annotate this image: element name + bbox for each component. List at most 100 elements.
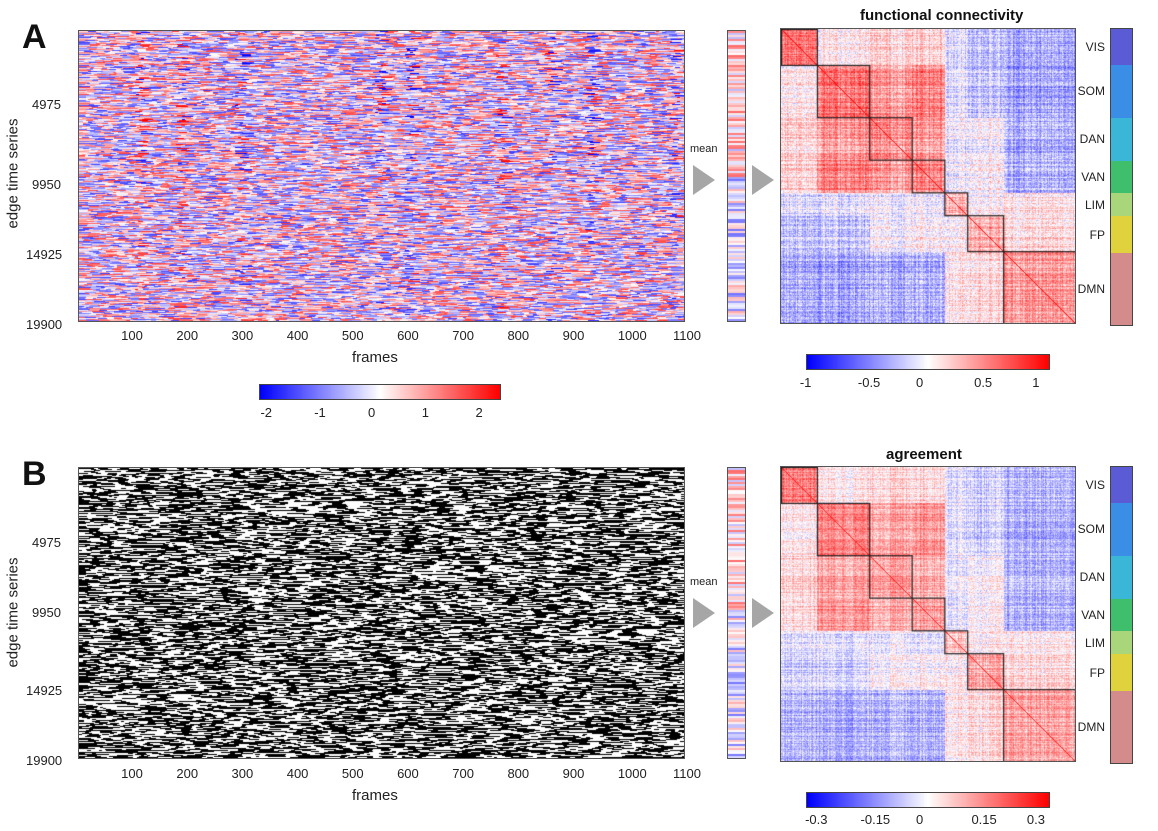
panel-letter-a: A — [22, 18, 47, 56]
arrow-icon-a2 — [752, 165, 774, 195]
ytick-b-3: 14925 — [26, 683, 63, 698]
network-label-lim: LIM — [1084, 635, 1105, 650]
cbMatBTicks-tick: -0.3 — [805, 812, 828, 827]
matrix-title-b: agreement — [886, 446, 962, 463]
arrow-icon-a1 — [693, 165, 715, 195]
ytick-a-3: 14925 — [26, 247, 63, 262]
cbTsATicks-tick: -2 — [260, 405, 272, 420]
matrix-colorbar-a — [806, 354, 1050, 370]
xticksA-tick: 900 — [562, 328, 585, 343]
network-segment-som — [1111, 65, 1132, 118]
xlabel-a: frames — [352, 349, 398, 366]
xticksB-tick: 800 — [507, 766, 530, 781]
network-segment-dan — [1111, 117, 1132, 161]
fc-matrix-a — [780, 28, 1076, 324]
xticksA-tick: 1100 — [673, 328, 701, 343]
ytick-b-2: 9950 — [32, 605, 61, 620]
network-segment-lim — [1111, 193, 1132, 217]
edge-time-series-heatmap-a — [79, 31, 684, 321]
xticksA-tick: 800 — [507, 328, 530, 343]
xticksA-tick: 700 — [452, 328, 474, 343]
network-label-vis: VIS — [1085, 478, 1105, 493]
xticksB-tick: 500 — [341, 766, 364, 781]
ylabel-b: edge time series — [4, 557, 22, 668]
cbMatATicks-tick: 0 — [916, 375, 924, 390]
xticksB-tick: 600 — [397, 766, 419, 781]
cbMatATicks-tick: -0.5 — [857, 375, 881, 390]
arrow-icon-b1 — [693, 598, 715, 628]
mean-label-b: mean — [690, 576, 718, 588]
network-segment-dmn — [1111, 690, 1132, 763]
xticksA-tick: 1000 — [617, 328, 647, 343]
network-segment-dan — [1111, 555, 1132, 599]
edge-time-series-plot-a — [78, 30, 685, 322]
matrix-colorbar-ticks-b: -0.3 -0.15 0 0.15 0.3 — [805, 812, 1050, 828]
cbTsATicks-tick: 0 — [368, 405, 376, 420]
network-label-dmn: DMN — [1077, 719, 1105, 734]
network-segment-vis — [1111, 29, 1132, 66]
xticksA-tick: 300 — [231, 328, 254, 343]
network-segment-vis — [1111, 467, 1132, 504]
xticksA-tick: 500 — [341, 328, 364, 343]
network-segment-fp — [1111, 216, 1132, 253]
mean-label-a: mean — [690, 143, 718, 155]
network-label-som: SOM — [1077, 522, 1105, 537]
xticksB-tick: 1000 — [617, 766, 647, 781]
edge-time-series-binary-b — [79, 468, 684, 758]
edge-time-series-plot-b — [78, 467, 685, 759]
xticks-a: 100 200 300 400 500 600 700 800 900 1000 1100 — [78, 328, 701, 346]
xticksB-tick: 1100 — [673, 766, 701, 781]
ts-colorbar-ticks-a: -2 -1 0 1 2 — [259, 405, 501, 421]
network-segment-lim — [1111, 631, 1132, 655]
network-label-som: SOM — [1077, 84, 1105, 99]
mean-column-b — [727, 467, 746, 759]
mean-column-a — [727, 30, 746, 322]
network-segment-van — [1111, 160, 1132, 194]
cbTsATicks-tick: 2 — [475, 405, 483, 420]
network-segment-som — [1111, 503, 1132, 556]
ts-colorbar-a — [259, 384, 501, 400]
arrow-icon-b2 — [752, 598, 774, 628]
agreement-matrix-b — [780, 466, 1076, 762]
network-bar-a: VIS SOM DAN VAN LIM FP DMN — [1078, 28, 1133, 326]
cbMatATicks-tick: 0.5 — [974, 375, 993, 390]
network-label-van: VAN — [1081, 170, 1105, 184]
ylabel-a: edge time series — [4, 118, 22, 229]
xticksA-tick: 100 — [121, 328, 143, 343]
ytick-b-4: 19900 — [26, 753, 63, 768]
network-label-dan: DAN — [1079, 570, 1105, 585]
xticksB-tick: 100 — [121, 766, 143, 781]
xticksB-tick: 300 — [231, 766, 254, 781]
matrix-colorbar-b — [806, 792, 1050, 808]
matrix-title-a: functional connectivity — [860, 7, 1024, 24]
xticksA-tick: 400 — [286, 328, 309, 343]
xticksB-tick: 200 — [176, 766, 199, 781]
cbTsATicks-tick: 1 — [421, 405, 429, 420]
cbMatBTicks-tick: -0.15 — [860, 812, 891, 827]
xticksA-tick: 200 — [176, 328, 199, 343]
network-segment-dmn — [1111, 252, 1132, 325]
network-label-vis: VIS — [1085, 40, 1105, 55]
network-label-lim: LIM — [1084, 197, 1105, 212]
cbMatATicks-tick: -1 — [799, 375, 812, 390]
xticksA-tick: 600 — [397, 328, 419, 343]
cbMatBTicks-tick: 0.15 — [971, 812, 997, 827]
ytick-a-2: 9950 — [32, 177, 61, 192]
network-label-dmn: DMN — [1077, 281, 1105, 296]
network-segment-fp — [1111, 654, 1132, 691]
cbMatBTicks-tick: 0 — [916, 812, 924, 827]
ytick-a-1: 4975 — [32, 97, 61, 112]
cbTsATicks-tick: -1 — [314, 405, 326, 420]
ytick-a-4: 19900 — [26, 317, 63, 332]
cbMatATicks-tick: 1 — [1032, 375, 1040, 390]
xlabel-b: frames — [352, 787, 398, 804]
ytick-b-1: 4975 — [32, 535, 61, 550]
xticksB-tick: 400 — [286, 766, 309, 781]
network-segment-van — [1111, 598, 1132, 632]
network-label-fp: FP — [1089, 665, 1105, 680]
xticksB-tick: 900 — [562, 766, 585, 781]
cbMatBTicks-tick: 0.3 — [1026, 812, 1045, 827]
network-label-van: VAN — [1081, 608, 1105, 622]
matrix-colorbar-ticks-a: -1 -0.5 0 0.5 1 — [800, 375, 1050, 391]
xticksB-tick: 700 — [452, 766, 474, 781]
